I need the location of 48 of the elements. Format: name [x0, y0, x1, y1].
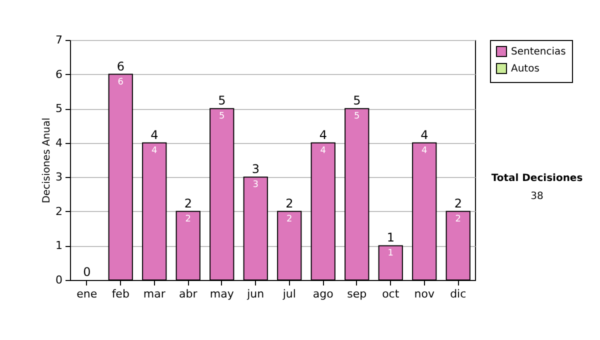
total-label: 4: [420, 128, 428, 142]
total-label: 4: [150, 128, 158, 142]
text: 38: [530, 191, 544, 202]
y-axis-title: Decisiones Anual: [42, 118, 52, 204]
x-tick-label: nov: [414, 288, 435, 300]
total-label: 1: [386, 230, 394, 245]
x-tick-label: dic: [450, 288, 466, 300]
x-tick-label: mar: [143, 288, 166, 300]
y-tick-label: 5: [56, 102, 62, 116]
x-tick-label: feb: [112, 288, 130, 300]
data-label: 6: [118, 77, 124, 88]
total-label: 5: [218, 94, 226, 108]
y-tick-label: 1: [56, 239, 62, 252]
y-tick-label: 3: [56, 170, 62, 184]
y-tick-label: 2: [56, 204, 62, 218]
total-label: 2: [454, 196, 462, 210]
y-tick-label: 0: [56, 274, 62, 286]
y-tick-label: 6: [56, 68, 62, 81]
x-tick-label: jun: [246, 288, 264, 300]
data-label: 4: [320, 146, 326, 156]
data-label: 4: [422, 146, 428, 156]
data-label: 2: [455, 214, 461, 224]
data-label: 2: [185, 214, 191, 224]
x-tick-label: sep: [347, 288, 367, 300]
legend-label: Sentencias: [511, 46, 566, 58]
total-label: 2: [184, 196, 192, 210]
data-label: 5: [219, 112, 225, 122]
total-label: 5: [353, 94, 361, 108]
y-tick-label: 7: [56, 34, 62, 46]
x-tick-label: abr: [179, 288, 198, 300]
x-tick-label: oct: [382, 288, 400, 300]
legend-label: Autos: [511, 64, 540, 74]
total-label: 6: [116, 59, 124, 74]
total-label: 0: [83, 265, 91, 279]
total-label: 2: [286, 196, 294, 210]
data-label: 2: [286, 214, 292, 224]
data-label: 3: [252, 180, 258, 190]
x-tick-label: may: [210, 288, 234, 300]
data-label: 1: [388, 248, 394, 259]
y-tick-label: 4: [56, 136, 62, 150]
data-label: 4: [152, 146, 158, 156]
x-tick-label: ago: [312, 288, 334, 300]
text: Total Decisiones: [491, 173, 583, 184]
data-label: 5: [354, 112, 360, 122]
x-tick-label: ene: [76, 288, 98, 300]
total-label: 4: [319, 128, 327, 142]
total-label: 3: [252, 162, 260, 176]
x-tick-label: jul: [282, 288, 296, 300]
